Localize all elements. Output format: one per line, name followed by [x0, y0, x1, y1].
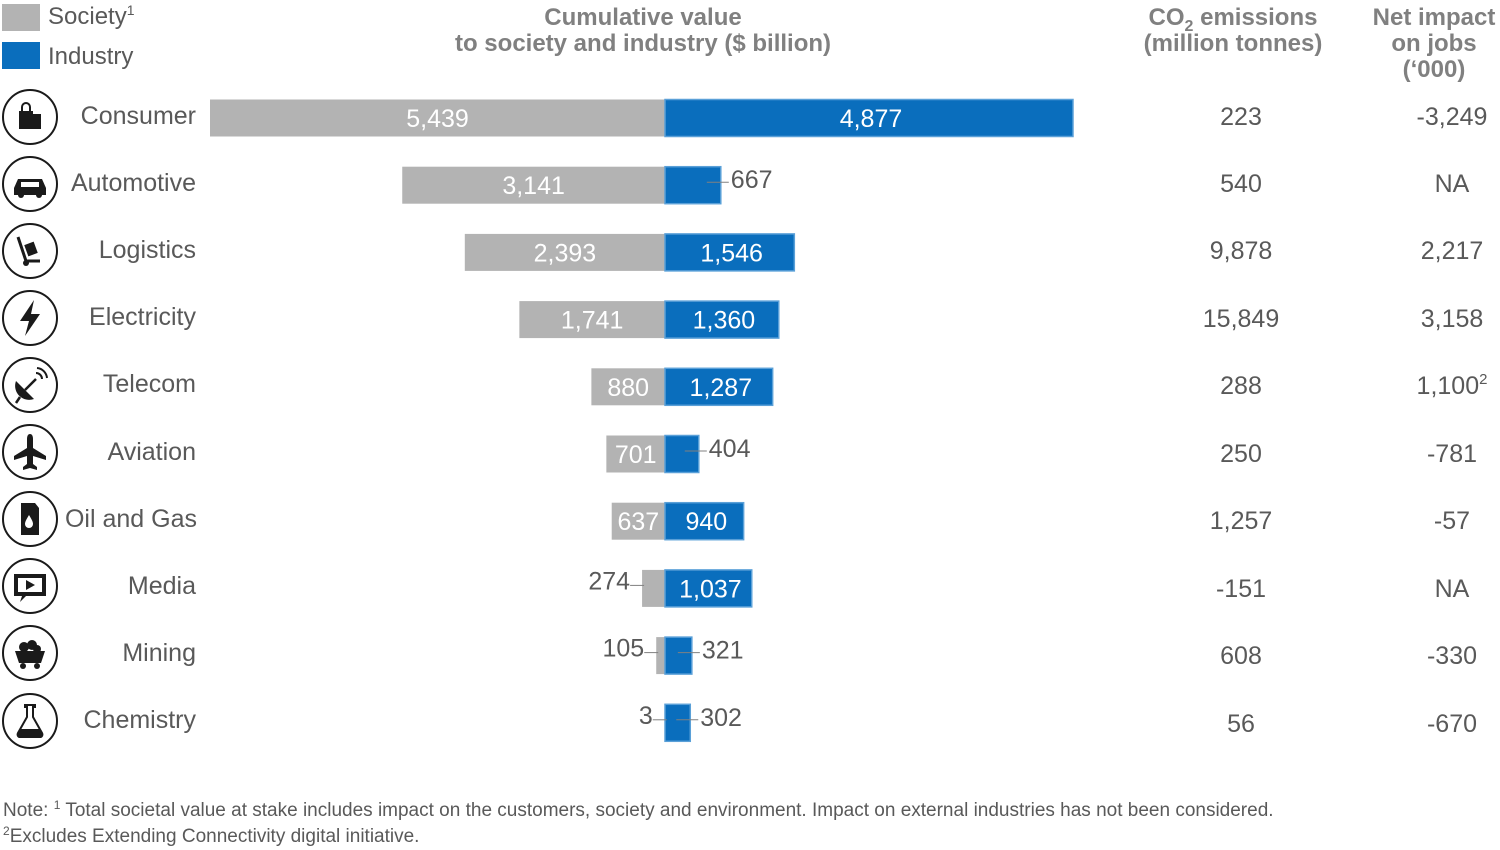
category-label: Chemistry — [83, 706, 196, 734]
industry-value-label: 667 — [731, 166, 773, 194]
legend-industry-swatch — [2, 42, 40, 69]
jobs-header-line1: Net impact — [1372, 4, 1496, 31]
legend-industry-label: Industry — [48, 43, 134, 70]
co2-value: 56 — [1227, 710, 1255, 738]
industry-bar — [664, 636, 693, 675]
co2-value: 608 — [1220, 642, 1262, 670]
category-label: Oil and Gas — [64, 505, 197, 533]
industry-value-label: 404 — [709, 435, 751, 463]
co2-value: 223 — [1220, 103, 1262, 131]
co2-value: 9,878 — [1209, 237, 1273, 265]
industry-bar — [664, 501, 745, 541]
lightning-icon — [2, 290, 58, 346]
society-bar — [464, 233, 665, 271]
value-header-line1: Cumulative value — [544, 4, 742, 31]
society-bar — [611, 502, 665, 540]
jobs-header-line3: (‘000) — [1402, 56, 1466, 83]
industry-value-label: 940 — [685, 508, 727, 536]
industry-bar — [664, 703, 692, 743]
category-label: Electricity — [89, 303, 196, 331]
society-value-label: 701 — [615, 441, 657, 469]
co2-header-line2: (million tonnes) — [1143, 30, 1323, 57]
mine-cart-icon — [2, 625, 58, 681]
industry-bar — [664, 300, 780, 339]
society-bar — [402, 166, 665, 204]
co2-value: 540 — [1220, 170, 1262, 198]
society-value-label: 2,393 — [534, 239, 597, 267]
airplane-icon — [2, 424, 58, 480]
category-label: Mining — [122, 639, 196, 667]
society-value-label: 105 — [602, 635, 644, 663]
jobs-value: -57 — [1433, 507, 1471, 535]
jobs-value: -670 — [1426, 710, 1478, 738]
industry-bar — [664, 434, 700, 474]
society-value-label: 1,741 — [561, 307, 624, 335]
car-icon — [2, 156, 58, 212]
society-bar — [642, 569, 665, 607]
society-value-label: 3,141 — [502, 172, 565, 200]
industry-bar — [664, 98, 1074, 138]
jobs-value: 3,158 — [1420, 305, 1484, 333]
industry-value-label: 4,877 — [840, 105, 903, 133]
footnote-1: Note: 1 Total societal value at stake in… — [3, 798, 1274, 821]
society-bar — [591, 368, 665, 406]
film-screen-icon — [2, 558, 58, 614]
industry-value-label: 1,360 — [693, 307, 756, 335]
jobs-value: NA — [1434, 575, 1470, 603]
satellite-dish-icon — [2, 357, 58, 413]
jobs-header-line2: on jobs — [1391, 30, 1477, 57]
co2-column-header: CO2 emissions (million tonnes) — [1110, 5, 1356, 57]
value-header-line2: to society and industry ($ billion) — [454, 30, 832, 57]
value-column-header: Cumulative value to society and industry… — [393, 5, 893, 57]
category-label: Consumer — [80, 102, 196, 130]
jobs-value: 1,1002 — [1416, 371, 1488, 400]
industry-value-label: 1,037 — [679, 575, 742, 603]
flask-icon — [2, 693, 58, 749]
industry-bar — [664, 569, 753, 608]
society-value-label: 274 — [588, 567, 630, 595]
jobs-value: NA — [1434, 170, 1470, 198]
co2-value: 15,849 — [1202, 305, 1280, 333]
industry-value-label: 302 — [700, 704, 742, 732]
co2-value: 250 — [1220, 440, 1262, 468]
society-bar — [606, 435, 665, 473]
society-value-label: 880 — [607, 374, 649, 402]
industry-value-label: 321 — [702, 637, 744, 665]
co2-value: 1,257 — [1209, 507, 1273, 535]
industry-bar — [664, 233, 796, 272]
industry-bar — [664, 165, 722, 205]
category-label: Telecom — [102, 370, 196, 398]
category-label: Automotive — [70, 169, 196, 197]
footnote-2: 2Excludes Extending Connectivity digital… — [3, 824, 420, 847]
co2-header-line1: CO2 emissions — [1148, 4, 1318, 35]
society-bar — [210, 99, 665, 137]
society-bar — [519, 301, 665, 339]
industry-value-label: 1,546 — [700, 239, 763, 267]
society-value-label: 3 — [639, 702, 653, 730]
oil-can-icon — [2, 491, 58, 547]
shopping-bag-icon — [2, 89, 58, 145]
society-value-label: 5,439 — [406, 105, 469, 133]
jobs-value: -3,249 — [1416, 103, 1488, 131]
society-value-label: 637 — [617, 508, 659, 536]
jobs-value: -781 — [1426, 440, 1478, 468]
category-label: Aviation — [107, 438, 197, 466]
hand-truck-icon — [2, 223, 58, 279]
jobs-value: -330 — [1426, 642, 1478, 670]
legend-society-swatch — [2, 4, 40, 31]
category-label: Logistics — [98, 236, 196, 264]
industry-bar — [664, 367, 774, 407]
industry-value-label: 1,287 — [690, 374, 753, 402]
category-label: Media — [127, 572, 196, 600]
legend-society-label: Society1 — [48, 2, 135, 30]
jobs-value: 2,217 — [1420, 237, 1484, 265]
co2-value: 288 — [1220, 372, 1262, 400]
jobs-column-header: Net impact on jobs (‘000) — [1350, 5, 1500, 83]
society-bar — [656, 637, 665, 675]
co2-value: -151 — [1215, 575, 1267, 603]
